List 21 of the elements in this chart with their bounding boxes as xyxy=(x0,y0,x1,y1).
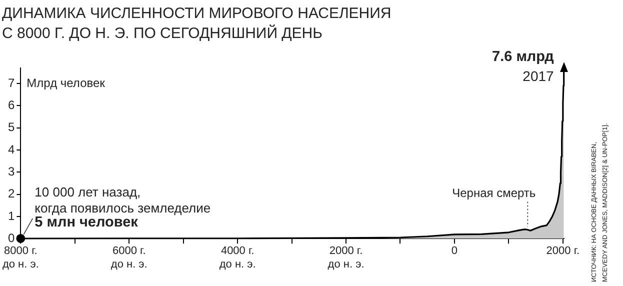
x-tick-label: 2000 г. xyxy=(546,245,580,258)
y-tick-label: 0 xyxy=(8,230,15,245)
y-tick-label: 1 xyxy=(8,208,15,223)
y-tick-label: 6 xyxy=(8,98,15,112)
y-tick-label: 4 xyxy=(8,142,15,156)
x-tick-label: 8000 г. до н. э. xyxy=(2,245,39,270)
annotation: 7.6 млрд xyxy=(492,48,554,65)
annotation: 10 000 лет назад, когда появилось земледелие xyxy=(34,184,211,216)
y-tick-label: 2 xyxy=(8,186,15,201)
x-tick-label: 2000 г. до н. э. xyxy=(328,245,364,270)
x-tick-label: 0 xyxy=(451,245,458,258)
y-tick-label: 3 xyxy=(8,164,15,178)
annotation: Черная смерть xyxy=(452,186,536,200)
y-axis-title: Млрд человек xyxy=(26,76,106,90)
x-tick-label: 6000 г. до н. э. xyxy=(110,245,148,270)
chart-title: ДИНАМИКА ЧИСЛЕННОСТИ МИРОВОГО НАСЕЛЕНИЯ С 8000 Г. ДО Н. Э. ПО СЕГОДНЯШНИЙ ДЕНЬ xyxy=(2,4,392,44)
annotation: 2017 xyxy=(522,68,554,84)
x-tick-label: 4000 г. до н. э. xyxy=(219,245,256,270)
annotation: 5 млн человек xyxy=(34,214,139,231)
y-tick-label: 5 xyxy=(8,120,15,134)
y-tick-label: 7 xyxy=(8,76,15,90)
